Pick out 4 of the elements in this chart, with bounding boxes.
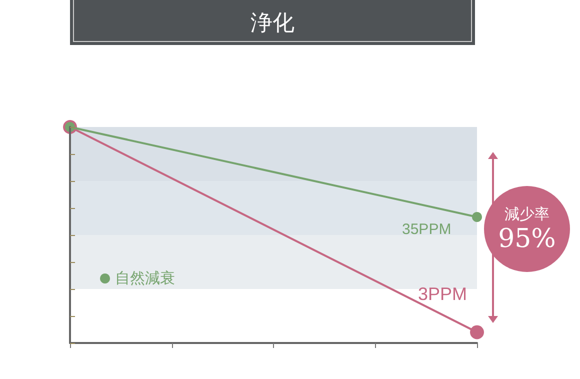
data-label: 3PPM xyxy=(418,284,468,304)
data-label: 35PPM xyxy=(402,221,452,238)
chart-title: 浄化 xyxy=(70,0,475,45)
legend-label: 自然減衰 xyxy=(115,270,175,287)
